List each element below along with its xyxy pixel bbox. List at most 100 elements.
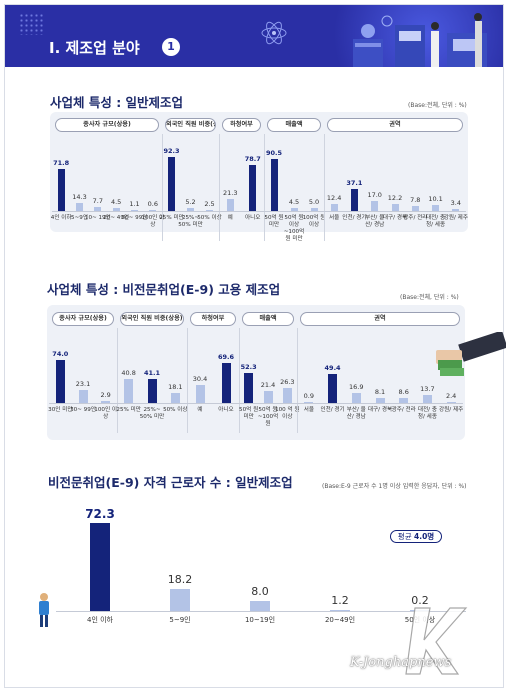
- chart1-bar: [249, 165, 257, 211]
- chart2-group-label: 권역: [300, 312, 460, 326]
- chart3-data-label: 72.3: [85, 506, 115, 521]
- average-badge: 평균 4.0명: [390, 530, 442, 543]
- chart1-bar: [290, 208, 298, 211]
- chart3-category-label: 20~49인: [324, 616, 356, 624]
- chart2-category-label: 30~ 99인: [70, 407, 96, 413]
- chart2-bar: [55, 360, 65, 403]
- chart2-group-divider: [187, 328, 188, 433]
- chart1-panel: [50, 112, 468, 232]
- chart2-data-label: 8.6: [398, 388, 409, 396]
- chart1-data-label: 0.6: [147, 200, 158, 208]
- chart2-base-note: (Base:전체, 단위 : %): [400, 294, 459, 301]
- chart1-bar: [310, 208, 318, 211]
- chart2-data-label: 8.1: [374, 388, 386, 397]
- chart2-panel: [47, 305, 465, 440]
- chart1-bar: [330, 203, 338, 211]
- chart1-bar: [391, 203, 399, 211]
- chart2-category-label: 아니오: [218, 407, 234, 413]
- chart3-data-label: 1.2: [331, 593, 349, 607]
- chart2-category-label: 대구/ 경북: [367, 407, 393, 413]
- chart3-bar: [330, 609, 350, 611]
- chart1-bar: [76, 202, 83, 211]
- chart1-group-label: 종사자 규모(상용): [55, 118, 159, 132]
- chart1-category-label: 25%~ 50% 미만: [178, 215, 203, 228]
- worker-illustration: [39, 593, 49, 627]
- watermark-text: K-Jonghapnews: [350, 655, 452, 670]
- chart2-bar: [147, 379, 157, 403]
- chart3-bar: [170, 588, 190, 611]
- chart3-base-note: (Base:E-9 근로자 수 1명 이상 입력한 응답자, 단위 : %): [322, 483, 467, 490]
- dot-grid-decoration: [19, 13, 43, 35]
- chart1-category-label: 100인 이상: [141, 215, 165, 228]
- page-title: Ⅰ. 제조업 분야: [49, 39, 140, 57]
- chart1-bar: [371, 201, 379, 211]
- chart2-data-label: 26.3: [280, 377, 295, 386]
- chart2-category-label: 25%~ 50% 미만: [139, 407, 165, 420]
- chart3-baseline: [56, 611, 466, 612]
- chart3-data-label: 8.0: [251, 585, 269, 599]
- chart1-category-label: 50억 원 미만: [264, 215, 284, 228]
- chart1-category-label: 25% 미만: [159, 215, 184, 221]
- chart2-title: 사업체 특성 : 비전문취업(E-9) 고용 제조업: [47, 282, 281, 297]
- chart2-group-divider: [117, 328, 118, 433]
- chart2-bar: [375, 398, 385, 403]
- chart1-bar: [131, 210, 138, 211]
- chart1-category-label: 인천/ 경기: [342, 215, 367, 221]
- chart1-title: 사업체 특성 : 일반제조업: [50, 95, 184, 110]
- chart2-data-label: 41.1: [143, 369, 161, 378]
- chart1-category-label: 50~ 99인: [121, 215, 148, 221]
- chart2-category-label: 예: [197, 407, 203, 413]
- chart2-bar: [244, 372, 254, 403]
- chart2-group-label: 하청여부: [190, 312, 236, 326]
- chart1-bar: [226, 198, 234, 211]
- chart1-data-label: 71.8: [53, 159, 70, 168]
- chart2-category-label: 100인 이상: [94, 407, 118, 420]
- chart1-category-label: 50% 이상: [197, 215, 222, 221]
- chart2-bar: [304, 402, 314, 403]
- chart1-category-label: 10~ 19인: [84, 215, 111, 221]
- chart2-group-label: 종사자 규모(상용): [52, 312, 114, 326]
- chart2-data-label: 23.1: [75, 379, 91, 388]
- chart1-bar: [432, 205, 440, 211]
- chart1-category-label: 100억 원 이상: [302, 215, 326, 228]
- hand-money-illustration: [436, 332, 506, 376]
- chart2-group-divider: [239, 328, 240, 433]
- chart1-category-label: 대전/ 충청/ 세종: [426, 215, 446, 228]
- chart1-category-label: 아니오: [245, 215, 261, 221]
- chart1-bar: [206, 209, 213, 211]
- chart1-data-label: 5.0: [308, 198, 320, 207]
- chart1-baseline: [52, 211, 466, 212]
- chart2-data-label: 69.6: [217, 352, 235, 361]
- chart1-bar: [411, 206, 419, 211]
- chart2-data-label: 74.0: [52, 350, 69, 359]
- chart2-data-label: 0.9: [303, 392, 315, 400]
- chart3-title: 비전문취업(E-9) 자격 근로자 수 : 일반제조업: [48, 475, 293, 490]
- atom-icon: [261, 21, 287, 45]
- section-number-badge: 1: [162, 38, 180, 56]
- page-header: Ⅰ. 제조업 분야 1: [5, 5, 503, 67]
- chart2-bar: [170, 392, 180, 403]
- chart1-category-label: 강원/ 제주: [443, 215, 468, 221]
- chart1-category-label: 서울: [328, 215, 340, 221]
- chart2-category-label: 50% 이상: [163, 407, 188, 413]
- chart1-data-label: 17.0: [367, 191, 382, 200]
- chart2-bar: [221, 362, 231, 403]
- chart2-category-label: 광주/ 전라: [391, 407, 416, 413]
- chart3-data-label: 0.2: [411, 594, 429, 607]
- chart1-data-label: 3.4: [450, 199, 462, 208]
- chart2-bar: [195, 385, 205, 403]
- chart1-data-label: 12.2: [387, 193, 403, 202]
- chart2-category-label: 100 억 원 이상: [275, 407, 300, 420]
- chart1-data-label: 1.1: [129, 200, 140, 208]
- chart1-group-divider: [162, 134, 163, 241]
- chart2-bar: [78, 389, 88, 403]
- chart1-data-label: 5.2: [185, 197, 196, 206]
- chart3-category-label: 4인 이하: [87, 616, 113, 624]
- chart2-bar: [399, 398, 409, 403]
- chart1-data-label: 37.1: [346, 179, 363, 188]
- chart1-category-label: 50억 원 이상 ~100억 원 미만: [283, 215, 305, 242]
- chart2-bar: [446, 401, 456, 403]
- chart2-data-label: 13.7: [420, 385, 435, 394]
- chart2-data-label: 52.3: [240, 362, 257, 371]
- chart1-data-label: 78.7: [244, 155, 261, 164]
